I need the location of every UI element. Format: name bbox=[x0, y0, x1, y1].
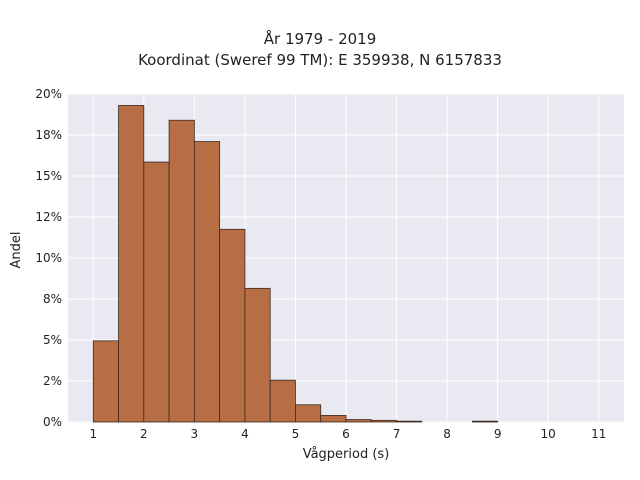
x-tick-label: 3 bbox=[191, 427, 199, 441]
y-tick-label: 15% bbox=[35, 169, 62, 183]
histogram-bar bbox=[193, 141, 221, 423]
x-tick-label: 5 bbox=[292, 427, 300, 441]
y-tick-label: 0% bbox=[43, 415, 62, 429]
y-tick-label: 2% bbox=[43, 374, 62, 388]
y-tick-label: 8% bbox=[43, 292, 62, 306]
histogram-bar bbox=[370, 419, 397, 423]
x-tick-label: 7 bbox=[393, 427, 401, 441]
histogram-bar bbox=[471, 420, 499, 423]
y-tick-label: 18% bbox=[35, 128, 62, 142]
y-tick-label: 20% bbox=[35, 87, 62, 101]
x-tick-label: 9 bbox=[494, 427, 502, 441]
histogram-bar bbox=[92, 340, 119, 423]
histogram-bar bbox=[143, 161, 170, 423]
histogram-bar bbox=[168, 119, 195, 423]
x-axis-label: Vågperiod (s) bbox=[302, 447, 390, 462]
histogram-bar bbox=[345, 419, 372, 423]
histogram-bar bbox=[269, 379, 296, 423]
y-tick-label: 12% bbox=[35, 210, 62, 224]
x-tick-label: 10 bbox=[541, 427, 556, 441]
x-tick-label: 8 bbox=[443, 427, 451, 441]
histogram-bar bbox=[396, 420, 423, 423]
histogram-bar bbox=[320, 415, 347, 423]
y-axis-label: Andel bbox=[9, 231, 24, 269]
x-tick-label: 4 bbox=[241, 427, 249, 441]
x-tick-label: 11 bbox=[591, 427, 606, 441]
x-tick-label: 1 bbox=[89, 427, 97, 441]
y-tick-label: 5% bbox=[43, 333, 62, 347]
x-tick-label: 2 bbox=[140, 427, 148, 441]
histogram-bar bbox=[244, 287, 271, 423]
y-tick-label: 10% bbox=[35, 251, 62, 265]
histogram-bar bbox=[219, 228, 246, 423]
chart-title: År 1979 - 2019 bbox=[263, 30, 377, 48]
x-tick-label: 6 bbox=[342, 427, 350, 441]
histogram-bar bbox=[118, 105, 145, 423]
chart-subtitle: Koordinat (Sweref 99 TM): E 359938, N 61… bbox=[138, 51, 502, 69]
histogram-bar bbox=[295, 404, 322, 423]
